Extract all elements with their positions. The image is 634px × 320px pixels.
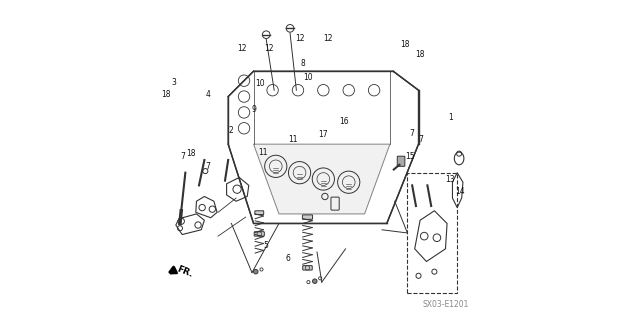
Text: 12: 12 [295,34,304,43]
Circle shape [313,279,317,284]
Text: 16: 16 [339,117,349,126]
Text: 3: 3 [172,78,177,87]
Text: 2: 2 [228,126,233,135]
Text: 7: 7 [409,129,414,138]
Text: 10: 10 [255,79,265,88]
Text: 18: 18 [415,50,424,59]
Text: 15: 15 [405,152,415,161]
Text: 11: 11 [288,135,298,144]
Text: 7: 7 [205,162,210,171]
Text: 1: 1 [449,113,453,122]
FancyBboxPatch shape [398,156,405,166]
Text: 12: 12 [237,44,247,53]
Text: 11: 11 [258,148,268,156]
Bar [408,173,456,293]
Text: 18: 18 [162,91,171,100]
FancyBboxPatch shape [302,266,312,270]
FancyBboxPatch shape [302,215,313,219]
Text: 17: 17 [319,130,328,139]
Text: 5: 5 [263,241,268,250]
Text: 9: 9 [252,105,257,114]
Text: 18: 18 [186,148,196,157]
Text: SX03-E1201: SX03-E1201 [423,300,469,309]
Circle shape [254,269,258,274]
Text: FR.: FR. [175,264,194,279]
Text: 14: 14 [455,187,465,196]
Text: 13: 13 [446,174,455,184]
Text: 7: 7 [418,135,424,144]
Polygon shape [254,144,390,214]
FancyBboxPatch shape [255,211,264,215]
Text: 4: 4 [205,91,210,100]
Text: 6: 6 [285,254,290,263]
Text: 7: 7 [181,152,186,161]
Text: 12: 12 [323,34,333,43]
Text: 10: 10 [302,73,313,82]
Text: 12: 12 [264,44,273,53]
FancyBboxPatch shape [254,232,264,236]
Text: 8: 8 [300,59,305,68]
Text: 18: 18 [400,40,410,49]
